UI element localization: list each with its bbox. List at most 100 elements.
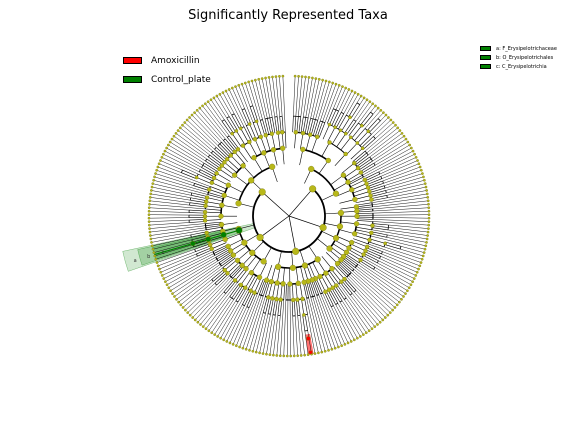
clade-node [222,338,226,342]
chart-title: Significantly Represented Taxa [188,8,388,23]
branch-edge [365,173,380,182]
clade-node [346,341,350,345]
clade-node [398,300,401,304]
branch-edge [214,247,230,256]
branch-edge [205,225,222,229]
clade-node [361,252,366,257]
clade-node [224,156,230,162]
branch-edge [360,112,371,125]
clade-node [263,277,270,283]
clade-node [323,289,328,294]
clade-node [427,209,431,213]
clade-node [264,76,267,80]
clade-node [147,209,151,213]
branch-edge [219,143,232,156]
branch-edge [262,119,268,136]
branch-edge [208,297,232,331]
branch-edge [258,79,268,119]
clade-node [271,75,274,79]
branch-edge [240,128,249,143]
clade-node [370,223,375,228]
branch-edge [382,251,420,267]
branch-edge [329,109,337,125]
branch-edge [279,76,283,117]
branch-edge [226,117,236,132]
branch-edge [189,209,206,212]
clade-arc [214,147,217,150]
branch-edge [356,210,373,213]
branch-edge [199,171,214,180]
clade-node [415,270,419,274]
branch-edge [322,84,337,122]
branch-edge [304,314,308,331]
branch-edge [220,289,249,339]
branch-edge [211,242,227,250]
clade-node [278,74,281,78]
branch-edge [190,231,207,236]
branch-edge [312,296,329,351]
clade-node [213,333,216,336]
branch-edge [181,172,197,179]
branch-edge [306,118,311,135]
clade-node [418,165,422,169]
branch-edge [189,202,206,206]
branch-edge [224,259,238,271]
branch-edge [348,174,363,184]
branch-edge [340,282,351,296]
branch-edge [369,238,386,244]
clade-arc [221,119,225,122]
branch-edge [272,76,278,117]
branch-edge [368,243,422,263]
branch-edge [187,284,217,313]
branch-edge [218,253,233,263]
branch-edge [321,275,330,290]
branch-edge [346,142,358,155]
branch-edge [194,183,210,189]
branch-edge [265,77,273,118]
branch-edge [362,147,412,176]
clade-node [220,231,227,238]
branch-edge [378,153,415,173]
clade-node [147,213,151,217]
clade-node [425,241,428,244]
branch-edge [243,126,252,142]
clade-node [170,137,174,141]
branch-edge [149,210,190,213]
clade-node [195,108,199,112]
branch-edge [344,167,359,178]
clade-node [304,75,307,79]
clade-node [166,143,170,147]
branch-edge [177,130,210,156]
clade-node [364,244,370,250]
branch-edge [216,273,229,286]
branch-edge [217,252,232,262]
branch-edge [356,156,370,167]
branch-edge [377,262,413,282]
clade-node [300,130,306,136]
clade-node [225,182,232,188]
branch-edge [153,241,193,253]
clade-node [306,353,310,357]
clade-arc [339,300,343,303]
clade-arc [331,305,334,308]
clade-node [423,182,427,185]
clade-node [248,348,251,352]
clade-node [235,200,242,207]
branch-edge [209,154,223,165]
branch-edge [265,135,271,151]
branch-edge [213,246,229,254]
clade-node [393,306,397,309]
branch-edge [221,141,233,155]
clade-node [356,92,360,96]
branch-edge [211,182,227,190]
branch-edge [223,140,235,153]
clade-node [308,132,313,137]
clade-node [167,286,171,290]
clade-node [260,258,267,265]
clade-node [154,172,157,175]
clade-node [285,354,289,358]
branch-edge [342,257,356,268]
node-layer [147,74,431,358]
clade-node [179,303,183,307]
legend-item-control-plate: Control_plate [123,70,211,89]
